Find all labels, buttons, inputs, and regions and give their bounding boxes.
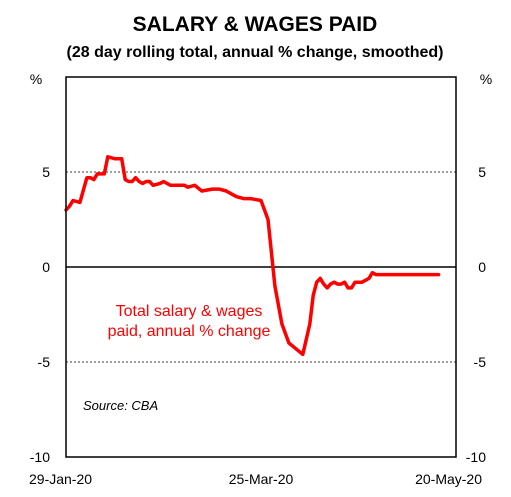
y-tick-label-right: -5 [474,354,487,370]
y-tick-label-left: 0 [42,259,50,275]
x-axis: 29-Jan-20 25-Mar-20 20-May-20 [29,471,482,487]
x-tick-label: 29-Jan-20 [29,471,92,487]
y-axis-left: -10 -5 0 5 [30,164,50,465]
y-axis-right: -10 -5 0 5 [466,164,486,465]
source-note: Source: CBA [83,398,158,413]
y-tick-label-right: 0 [478,259,486,275]
y-unit-right: % [480,71,492,87]
y-unit-left: % [30,71,42,87]
series-line [64,155,441,357]
gridlines [66,171,456,363]
chart-subtitle: (28 day rolling total, annual % change, … [67,44,444,61]
series-annotation-line-2: paid, annual % change [108,323,271,340]
series-layer [64,155,441,357]
y-tick-label-right: 5 [478,164,486,180]
x-tick-label: 20-May-20 [415,471,482,487]
y-tick-label-left: -5 [38,354,51,370]
y-tick-label-left: 5 [42,164,50,180]
y-tick-label-right: -10 [466,449,486,465]
plot-frame [65,76,457,458]
chart-title: SALARY & WAGES PAID [133,13,378,36]
y-tick-label-left: -10 [30,449,50,465]
series-annotation-line-1: Total salary & wages [116,303,263,320]
x-tick-label: 25-Mar-20 [229,471,294,487]
